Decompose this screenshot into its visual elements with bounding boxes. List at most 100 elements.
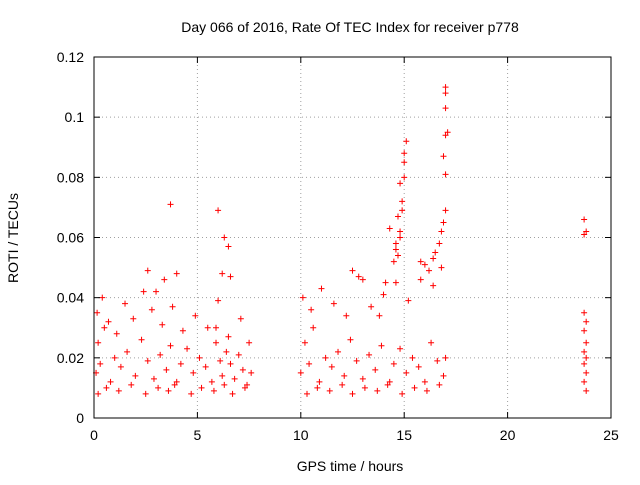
data-point [442,105,449,112]
data-point [583,354,590,361]
data-point [421,261,428,268]
data-point [390,360,397,367]
data-point [95,339,102,346]
data-point [306,360,313,367]
data-point [165,387,172,394]
x-tick-label: 0 [90,427,98,443]
data-point [397,234,404,241]
data-point [198,384,205,391]
data-point [225,333,232,340]
data-point [248,369,255,376]
data-point [167,201,174,208]
data-point [583,369,590,376]
data-point [217,357,224,364]
y-tick-label: 0.06 [57,230,84,246]
data-point [103,384,110,391]
data-point [95,390,102,397]
data-point [444,129,451,136]
data-point [330,300,337,307]
y-tick-label: 0 [76,410,84,426]
data-point [434,357,441,364]
data-point [171,381,178,388]
data-point [374,387,381,394]
data-point [581,327,588,334]
data-point [442,132,449,139]
data-point [299,294,306,301]
data-point [328,363,335,370]
data-point [436,381,443,388]
data-point [583,318,590,325]
data-point [438,228,445,235]
data-point [140,288,147,295]
data-point [392,240,399,247]
data-point [99,294,106,301]
data-point [159,321,166,328]
data-point [107,378,114,385]
data-point [440,219,447,226]
data-point [219,372,226,379]
data-point [101,324,108,331]
data-point [215,207,222,214]
data-point [301,339,308,346]
data-point [210,387,217,394]
data-point [423,387,430,394]
data-point [581,216,588,223]
data-point [157,351,164,358]
data-point [399,207,406,214]
data-point [415,363,422,370]
data-point [401,159,408,166]
data-point [341,372,348,379]
data-point [403,138,410,145]
data-point [111,354,118,361]
data-point [366,351,373,358]
data-point [581,378,588,385]
data-point [221,381,228,388]
data-point [394,213,401,220]
data-point [150,375,157,382]
data-point [208,378,215,385]
data-point [215,297,222,304]
data-point [310,324,317,331]
data-point [386,225,393,232]
data-point [167,342,174,349]
data-point [440,153,447,160]
data-point [128,381,135,388]
data-point [409,354,416,361]
data-point [314,384,321,391]
x-tick-label: 20 [500,427,516,443]
data-point [223,348,230,355]
data-point [359,276,366,283]
data-point [326,387,333,394]
data-point [376,312,383,319]
data-point [397,228,404,235]
data-point [339,381,346,388]
data-point [432,249,439,256]
data-point [347,336,354,343]
data-point [436,240,443,247]
data-point [399,390,406,397]
data-point [213,324,220,331]
data-point [581,360,588,367]
data-point [583,228,590,235]
data-point [581,348,588,355]
data-point [403,369,410,376]
data-point [231,375,238,382]
chart-title: Day 066 of 2016, Rate Of TEC Index for r… [181,19,519,35]
data-point [411,384,418,391]
data-point [349,267,356,274]
data-point [430,255,437,262]
data-point [113,330,120,337]
data-point [378,342,385,349]
data-point [173,378,180,385]
x-tick-label: 10 [293,427,309,443]
data-point [386,378,393,385]
data-point [438,264,445,271]
data-point [221,234,228,241]
data-point [184,345,191,352]
points-layer [93,84,590,397]
data-point [169,303,176,310]
data-point [355,273,362,280]
data-point [442,84,449,91]
data-point [241,384,248,391]
